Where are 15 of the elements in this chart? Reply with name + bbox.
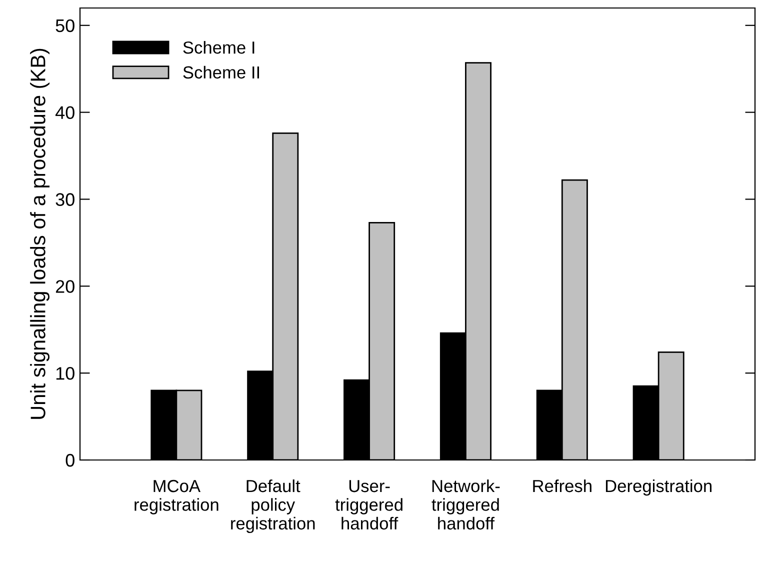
legend-label: Scheme II [183,66,259,79]
y-axis-title: Unit signalling loads of a procedure (KB) [30,48,50,419]
x-tick-label: Default policy registration [231,479,315,534]
x-tick-label: Network- triggered handoff [432,479,500,530]
x-tick-label: MCoA registration [134,480,218,514]
x-tick-label: User- triggered handoff [335,480,402,530]
x-tick-label: Deregistration [606,479,712,496]
legend-label: Scheme I [183,40,254,54]
y-tick-label: 30 [56,193,74,206]
y-tick-label: 40 [55,106,74,120]
y-tick-label: 0 [66,454,74,467]
y-tick-label: 20 [56,280,74,293]
y-tick-label: 10 [56,367,74,380]
x-tick-label: Refresh [533,479,592,492]
y-tick-label: 50 [56,19,74,32]
